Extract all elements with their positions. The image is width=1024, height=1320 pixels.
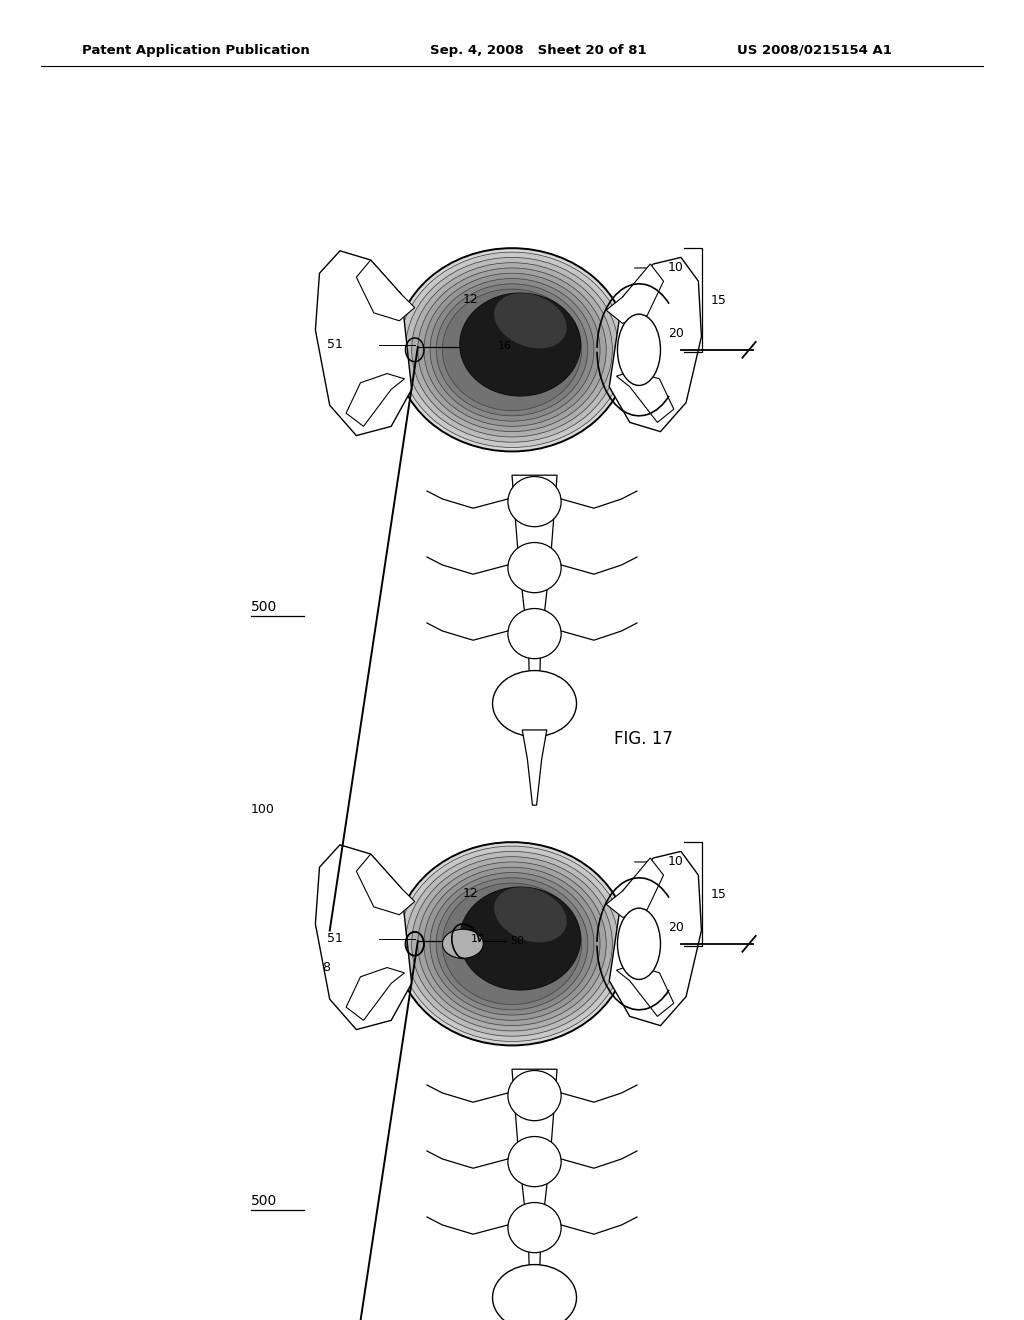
Ellipse shape — [436, 878, 588, 1010]
Text: 20: 20 — [668, 921, 684, 935]
Text: Patent Application Publication: Patent Application Publication — [82, 44, 309, 57]
Ellipse shape — [460, 293, 581, 396]
Ellipse shape — [399, 252, 625, 447]
Polygon shape — [609, 851, 701, 1026]
Ellipse shape — [424, 273, 600, 426]
Text: 500: 500 — [251, 1195, 278, 1208]
Polygon shape — [616, 371, 674, 422]
Polygon shape — [606, 264, 664, 323]
Polygon shape — [606, 858, 664, 917]
Ellipse shape — [395, 248, 629, 451]
Text: FIG. 17: FIG. 17 — [614, 730, 673, 748]
Ellipse shape — [493, 671, 577, 737]
Ellipse shape — [508, 1203, 561, 1253]
Ellipse shape — [442, 289, 582, 411]
Ellipse shape — [508, 1071, 561, 1121]
Text: 50: 50 — [510, 936, 524, 946]
Ellipse shape — [412, 857, 612, 1031]
Polygon shape — [315, 845, 412, 1030]
Polygon shape — [356, 854, 415, 915]
Ellipse shape — [430, 873, 594, 1015]
Ellipse shape — [495, 293, 566, 348]
Text: 15: 15 — [711, 888, 727, 902]
Ellipse shape — [395, 842, 629, 1045]
Text: 10: 10 — [668, 855, 684, 869]
Ellipse shape — [430, 279, 594, 421]
Polygon shape — [522, 730, 547, 805]
Text: 17: 17 — [471, 933, 485, 944]
Ellipse shape — [442, 883, 582, 1005]
Text: 10: 10 — [668, 261, 684, 275]
Ellipse shape — [495, 887, 566, 942]
Text: 8: 8 — [322, 961, 330, 974]
Text: 100: 100 — [251, 803, 274, 816]
Ellipse shape — [399, 846, 625, 1041]
Ellipse shape — [436, 284, 588, 416]
Polygon shape — [315, 251, 412, 436]
Ellipse shape — [424, 867, 600, 1020]
Ellipse shape — [418, 862, 606, 1026]
Polygon shape — [512, 475, 557, 713]
Ellipse shape — [493, 1265, 577, 1320]
Ellipse shape — [406, 851, 618, 1036]
Polygon shape — [616, 965, 674, 1016]
Polygon shape — [609, 257, 701, 432]
Text: 12: 12 — [463, 887, 479, 900]
Ellipse shape — [460, 887, 581, 990]
Text: 12: 12 — [463, 293, 479, 306]
Ellipse shape — [508, 1137, 561, 1187]
Text: 20: 20 — [668, 327, 684, 341]
Ellipse shape — [508, 609, 561, 659]
Text: 51: 51 — [327, 338, 343, 351]
Text: US 2008/0215154 A1: US 2008/0215154 A1 — [737, 44, 892, 57]
Ellipse shape — [418, 268, 606, 432]
Ellipse shape — [406, 257, 618, 442]
Ellipse shape — [617, 908, 660, 979]
Polygon shape — [346, 374, 404, 426]
Ellipse shape — [617, 314, 660, 385]
Text: Sep. 4, 2008   Sheet 20 of 81: Sep. 4, 2008 Sheet 20 of 81 — [430, 44, 647, 57]
Polygon shape — [356, 260, 415, 321]
Text: 15: 15 — [711, 294, 727, 308]
Ellipse shape — [508, 477, 561, 527]
Ellipse shape — [412, 263, 612, 437]
Text: 500: 500 — [251, 601, 278, 614]
Text: 51: 51 — [327, 932, 343, 945]
Polygon shape — [512, 1069, 557, 1307]
Polygon shape — [346, 968, 404, 1020]
Polygon shape — [442, 929, 483, 958]
Text: 16: 16 — [498, 341, 512, 351]
Ellipse shape — [508, 543, 561, 593]
